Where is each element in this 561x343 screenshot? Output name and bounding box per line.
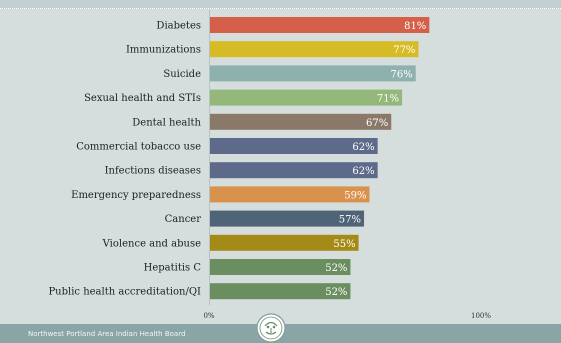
bar: [210, 41, 419, 58]
data-label: 81%: [404, 21, 426, 32]
category-label: Cancer: [165, 214, 202, 225]
bar: [210, 259, 351, 275]
bar: [210, 89, 403, 106]
data-label: 71%: [377, 94, 399, 105]
data-label: 62%: [352, 166, 374, 177]
data-label: 55%: [333, 239, 355, 250]
bar: [210, 17, 430, 33]
npaihb-logo-icon: [256, 313, 286, 343]
category-label: Hepatitis C: [144, 263, 202, 274]
category-label: Immunizations: [126, 45, 201, 56]
data-label: 76%: [390, 69, 412, 80]
data-label: 77%: [393, 45, 415, 56]
category-label: Suicide: [163, 69, 201, 80]
bars: [210, 17, 430, 300]
category-label: Sexual health and STIs: [84, 93, 201, 104]
category-label: Dental health: [132, 117, 201, 128]
value-labels: 81% 77% 76% 71% 67% 62% 62% 59% 57% 55% 52% 52%: [325, 21, 426, 298]
category-label: Emergency preparedness: [71, 190, 201, 201]
bar: [210, 186, 370, 203]
bar: [210, 138, 378, 154]
data-label: 59%: [344, 190, 366, 201]
x-tick-label: 0%: [203, 312, 214, 320]
category-label: Violence and abuse: [102, 238, 201, 249]
category-label: Diabetes: [156, 21, 201, 32]
category-label: Commercial tobacco use: [76, 142, 201, 153]
footer-organization: Northwest Portland Area Indian Health Bo…: [28, 330, 186, 338]
bar: [210, 283, 351, 300]
bar: [210, 234, 359, 251]
x-tick-label: 100%: [471, 312, 491, 320]
data-label: 52%: [325, 287, 347, 298]
bar: [210, 113, 392, 130]
bar: [210, 210, 365, 227]
data-label: 52%: [325, 263, 347, 274]
category-label: Infections diseases: [105, 166, 201, 177]
data-label: 67%: [366, 118, 388, 129]
category-label: Public health accreditation/QI: [48, 287, 201, 298]
bar: [210, 162, 378, 179]
bar: [210, 65, 416, 82]
header-band: [0, 0, 561, 9]
data-label: 57%: [339, 215, 361, 226]
data-label: 62%: [352, 142, 374, 153]
category-labels: Diabetes Immunizations Suicide Sexual healt…: [48, 21, 201, 298]
